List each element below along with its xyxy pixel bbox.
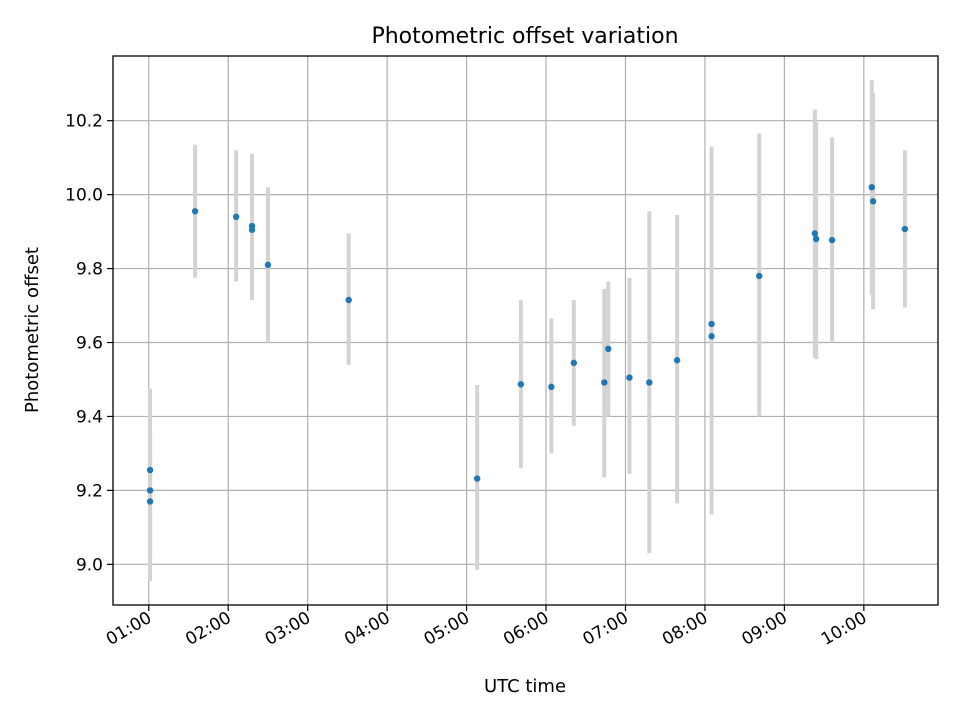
data-point [868,184,875,191]
data-point [811,230,819,237]
data-point [708,333,715,340]
data-point [248,226,256,233]
grid-layer [113,56,938,605]
data-point [191,208,199,215]
x-tick-label: 02:00 [182,608,234,650]
x-tick-label: 03:00 [262,608,314,650]
x-tick-label: 09:00 [738,608,790,650]
x-tick-label: 01:00 [103,608,155,650]
x-tick-label: 08:00 [659,608,711,650]
data-point [901,225,909,233]
data-point [646,379,653,386]
y-axis-label: Photometric offset [22,247,43,413]
data-point [548,383,555,391]
y-tick-label: 10.0 [65,186,103,206]
data-point [605,345,612,352]
data-point [146,466,154,474]
data-point [626,374,633,381]
y-tick-label: 9.8 [76,260,103,280]
data-point [756,272,763,280]
x-axis-label: UTC time [484,676,566,697]
x-tick-label: 06:00 [500,608,552,650]
tick-layer: 01:00 02:00 03:00 04:00 05:00 06:00 07:00 08:00… [65,112,870,650]
x-tick-label: 07:00 [580,608,632,650]
data-point [345,296,352,304]
y-tick-label: 9.4 [76,407,103,427]
errorbar-layer [148,80,907,581]
data-point [673,357,681,364]
data-point [869,198,877,205]
y-tick-label: 10.2 [65,112,103,132]
data-point [812,235,820,243]
data-point [232,213,240,221]
x-tick-label: 05:00 [421,608,473,650]
data-point [264,261,272,269]
y-tick-label: 9.2 [76,481,103,501]
data-point [146,498,154,505]
data-point [601,379,608,386]
data-point [708,320,715,328]
data-point [570,359,578,367]
x-tick-label: 10:00 [818,608,870,650]
chart-title: Photometric offset variation [371,24,678,49]
data-point [517,381,525,388]
data-point [828,236,836,244]
y-tick-label: 9.0 [76,555,103,575]
data-point [473,475,481,482]
y-tick-label: 9.6 [76,334,103,354]
x-tick-label: 04:00 [341,608,393,650]
data-point [146,487,154,494]
point-layer [146,184,909,505]
plot-frame [112,55,939,606]
